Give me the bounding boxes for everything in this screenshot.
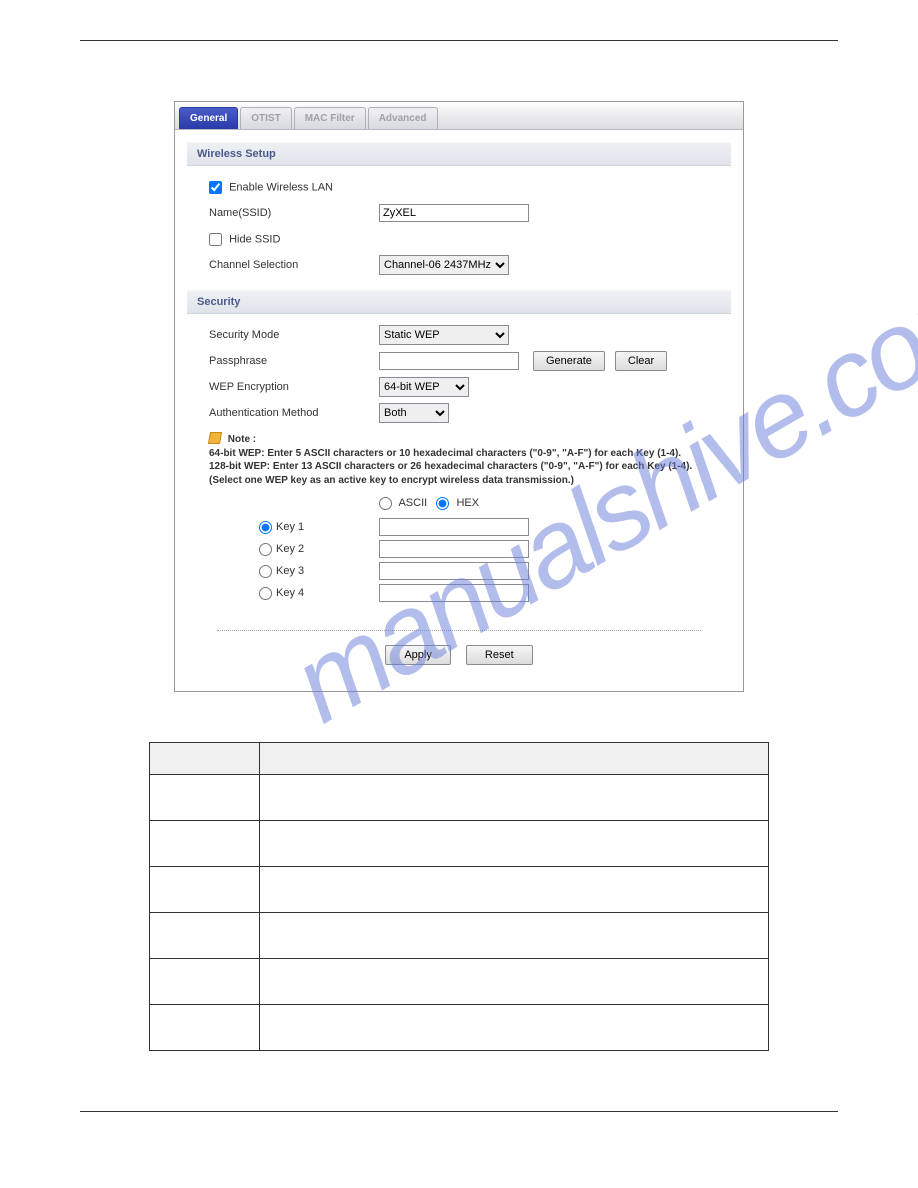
key4-option[interactable]: Key 4 bbox=[209, 587, 379, 600]
table-cell bbox=[150, 913, 260, 959]
enable-wlan-text: Enable Wireless LAN bbox=[229, 181, 333, 193]
key1-radio[interactable] bbox=[259, 521, 272, 534]
enable-wlan-label[interactable]: Enable Wireless LAN bbox=[209, 181, 333, 194]
table-cell bbox=[150, 959, 260, 1005]
router-config-panel: General OTIST MAC Filter Advanced Wirele… bbox=[174, 101, 744, 692]
page-top-rule bbox=[80, 40, 838, 41]
note-line-2: 128-bit WEP: Enter 13 ASCII characters o… bbox=[209, 461, 692, 472]
table-cell bbox=[150, 775, 260, 821]
page-bottom-rule bbox=[80, 1111, 838, 1112]
key2-label: Key 2 bbox=[276, 543, 304, 555]
ssid-label: Name(SSID) bbox=[209, 207, 379, 219]
tab-bar: General OTIST MAC Filter Advanced bbox=[175, 102, 743, 130]
note-icon bbox=[208, 432, 222, 444]
key4-input[interactable] bbox=[379, 584, 529, 602]
table-header-1 bbox=[150, 743, 260, 775]
tab-advanced[interactable]: Advanced bbox=[368, 107, 438, 129]
table-cell bbox=[150, 821, 260, 867]
auth-method-select[interactable]: Both bbox=[379, 403, 449, 423]
wireless-section-header: Wireless Setup bbox=[187, 142, 731, 166]
wep-encryption-select[interactable]: 64-bit WEP bbox=[379, 377, 469, 397]
security-mode-select[interactable]: Static WEP bbox=[379, 325, 509, 345]
key2-input[interactable] bbox=[379, 540, 529, 558]
table-cell bbox=[260, 867, 769, 913]
table-header-2 bbox=[260, 743, 769, 775]
key2-option[interactable]: Key 2 bbox=[209, 543, 379, 556]
apply-button[interactable]: Apply bbox=[385, 645, 451, 665]
key2-radio[interactable] bbox=[259, 543, 272, 556]
security-form: Security Mode Static WEP Passphrase Gene… bbox=[187, 324, 731, 616]
hide-ssid-label[interactable]: Hide SSID bbox=[209, 233, 280, 246]
key4-label: Key 4 bbox=[276, 587, 304, 599]
ascii-label: ASCII bbox=[398, 497, 427, 509]
table-cell bbox=[260, 959, 769, 1005]
ssid-input[interactable] bbox=[379, 204, 529, 222]
channel-label: Channel Selection bbox=[209, 259, 379, 271]
generate-button[interactable]: Generate bbox=[533, 351, 605, 371]
reset-button[interactable]: Reset bbox=[466, 645, 533, 665]
tab-mac-filter[interactable]: MAC Filter bbox=[294, 107, 366, 129]
wep-note: Note : 64-bit WEP: Enter 5 ASCII charact… bbox=[209, 432, 709, 487]
table-cell bbox=[260, 775, 769, 821]
key1-label: Key 1 bbox=[276, 521, 304, 533]
ascii-option[interactable]: ASCII bbox=[379, 497, 430, 509]
key4-radio[interactable] bbox=[259, 587, 272, 600]
separator bbox=[217, 630, 701, 631]
note-line-1: 64-bit WEP: Enter 5 ASCII characters or … bbox=[209, 448, 681, 459]
hide-ssid-text: Hide SSID bbox=[229, 233, 280, 245]
apply-reset-row: Apply Reset bbox=[187, 641, 731, 671]
table-cell bbox=[150, 1005, 260, 1051]
table-cell bbox=[260, 913, 769, 959]
wireless-form: Enable Wireless LAN Name(SSID) Hide SSID bbox=[187, 176, 731, 290]
hex-label: HEX bbox=[456, 497, 479, 509]
tab-otist[interactable]: OTIST bbox=[240, 107, 291, 129]
key1-input[interactable] bbox=[379, 518, 529, 536]
description-table bbox=[149, 742, 769, 1051]
clear-button[interactable]: Clear bbox=[615, 351, 667, 371]
security-section-header: Security bbox=[187, 290, 731, 314]
enable-wlan-checkbox[interactable] bbox=[209, 181, 222, 194]
hex-radio[interactable] bbox=[436, 497, 449, 510]
wep-encryption-label: WEP Encryption bbox=[209, 381, 379, 393]
key3-label: Key 3 bbox=[276, 565, 304, 577]
security-mode-label: Security Mode bbox=[209, 329, 379, 341]
key-format-row: ASCII HEX bbox=[379, 497, 709, 510]
tab-general[interactable]: General bbox=[179, 107, 238, 129]
key3-radio[interactable] bbox=[259, 565, 272, 578]
table-cell bbox=[260, 1005, 769, 1051]
table-cell bbox=[260, 821, 769, 867]
hex-option[interactable]: HEX bbox=[436, 497, 479, 509]
hide-ssid-checkbox[interactable] bbox=[209, 233, 222, 246]
channel-select[interactable]: Channel-06 2437MHz bbox=[379, 255, 509, 275]
table-cell bbox=[150, 867, 260, 913]
passphrase-label: Passphrase bbox=[209, 355, 379, 367]
passphrase-input[interactable] bbox=[379, 352, 519, 370]
ascii-radio[interactable] bbox=[379, 497, 392, 510]
auth-method-label: Authentication Method bbox=[209, 407, 379, 419]
note-line-3: (Select one WEP key as an active key to … bbox=[209, 475, 574, 486]
key3-input[interactable] bbox=[379, 562, 529, 580]
key3-option[interactable]: Key 3 bbox=[209, 565, 379, 578]
note-title: Note : bbox=[228, 434, 256, 445]
key1-option[interactable]: Key 1 bbox=[209, 521, 379, 534]
